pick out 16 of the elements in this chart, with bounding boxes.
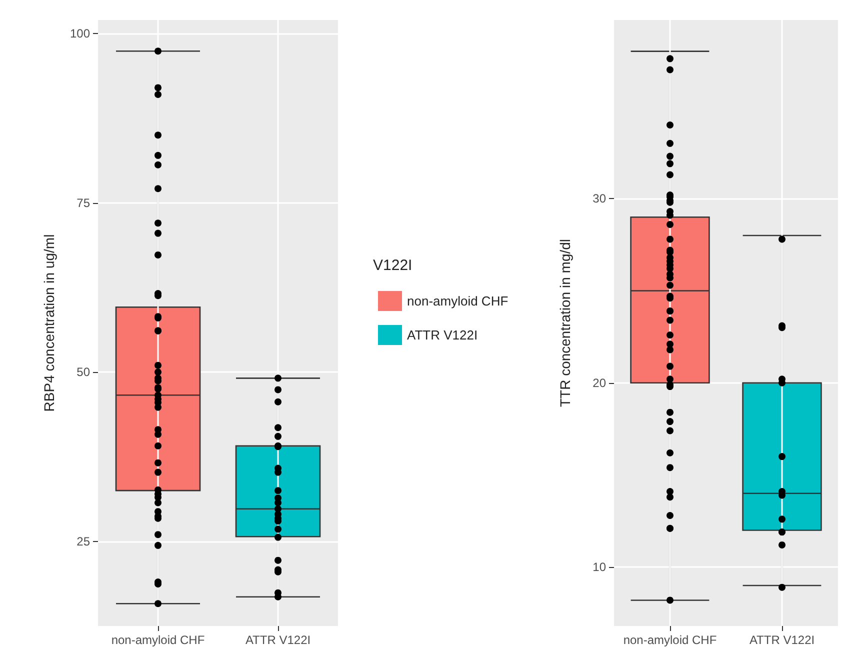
y-axis-title: RBP4 concentration in ug/ml [41, 234, 57, 412]
legend-label: ATTR V122I [407, 328, 478, 342]
legend-label: non-amyloid CHF [407, 294, 508, 308]
y-tick-label: 20 [592, 376, 606, 390]
legend-title: V122I [373, 257, 412, 274]
y-tick-label: 100 [70, 26, 90, 41]
x-tick-label: ATTR V122I [245, 633, 311, 647]
y-tick-label: 30 [592, 192, 606, 206]
y-axis-title: TTR concentration in mg/dl [557, 238, 573, 408]
y-tick-label: 10 [592, 560, 606, 574]
x-tick-label: non-amyloid CHF [623, 633, 717, 647]
y-tick-label: 25 [76, 534, 90, 548]
y-tick-label: 75 [76, 196, 90, 210]
x-tick-label: non-amyloid CHF [111, 633, 205, 647]
x-tick-label: ATTR V122I [749, 633, 815, 647]
y-tick-label: 50 [76, 365, 90, 380]
